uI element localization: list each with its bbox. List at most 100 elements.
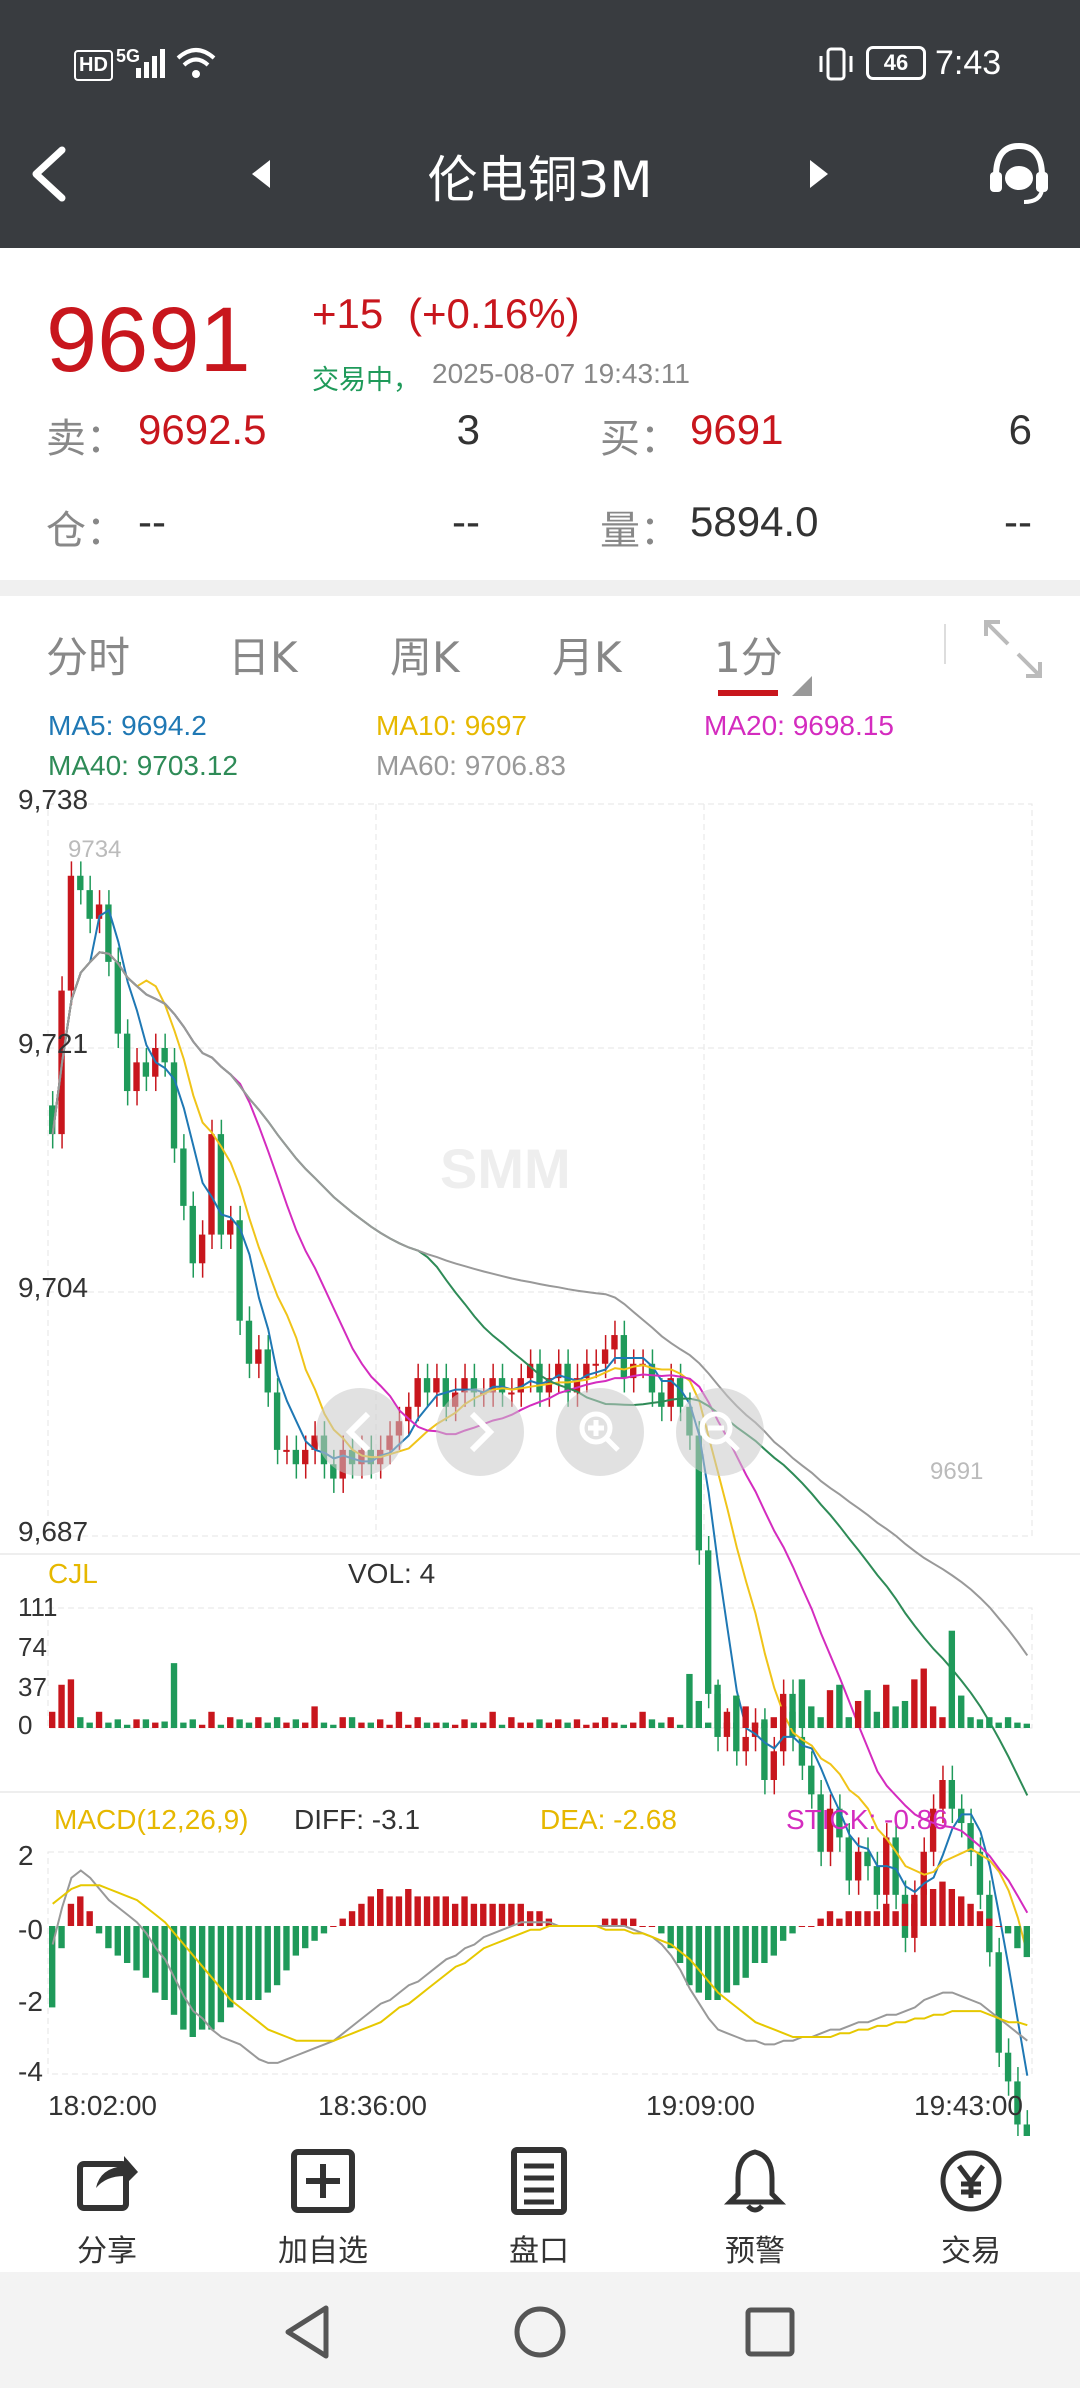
volume-bar xyxy=(751,1722,759,1728)
bell-icon xyxy=(723,2149,787,2213)
tab-weekly-k[interactable]: 周K xyxy=(390,633,460,682)
volume-bar xyxy=(873,1711,881,1728)
tab-daily-k[interactable]: 日K xyxy=(228,633,298,682)
price-axis-3: 9,704 xyxy=(18,1272,89,1303)
next-contract-icon[interactable] xyxy=(806,158,832,190)
macd-stick-bar xyxy=(114,1926,121,1956)
volume-bar xyxy=(236,1719,243,1728)
nav-home-icon[interactable] xyxy=(512,2304,568,2360)
kline-chart[interactable] xyxy=(0,596,1080,2136)
volume-bar xyxy=(526,1722,534,1728)
clock: 7:43 xyxy=(935,44,1002,82)
macd-stick-bar xyxy=(442,1896,449,1926)
candle xyxy=(630,1363,637,1379)
wifi-icon xyxy=(176,48,216,78)
macd-stick-bar xyxy=(49,1926,56,2008)
volume-bar xyxy=(142,1719,150,1728)
macd-stick-bar xyxy=(883,1903,890,1926)
candle xyxy=(405,1406,412,1422)
nav-back-icon[interactable] xyxy=(282,2304,332,2360)
zoom-out-button[interactable] xyxy=(676,1388,764,1476)
macd-stick-bar xyxy=(798,1926,806,1927)
volume-bar xyxy=(67,1679,75,1728)
alert-button[interactable]: 预警 xyxy=(680,2146,830,2270)
macd-stick-bar xyxy=(320,1926,328,1934)
trade-button[interactable]: 交易 xyxy=(896,2146,1046,2270)
candle xyxy=(845,1837,852,1881)
candle xyxy=(1004,2052,1012,2082)
candle xyxy=(611,1335,618,1350)
previous-contract-icon[interactable] xyxy=(248,158,274,190)
volume-bar xyxy=(208,1711,215,1728)
candle xyxy=(498,1378,506,1393)
macd-stick-bar xyxy=(742,1926,749,1978)
volume-bar xyxy=(667,1717,674,1728)
volume-bar xyxy=(227,1717,234,1728)
volume-bar xyxy=(836,1684,843,1728)
macd-stick-bar xyxy=(789,1926,796,1934)
macd-stick-bar xyxy=(676,1926,684,1963)
fullscreen-icon[interactable] xyxy=(980,616,1046,682)
macd-stick-bar xyxy=(395,1896,403,1926)
volume-bar xyxy=(995,1722,1002,1728)
macd-stick-bar xyxy=(142,1926,150,1978)
bid-price: 9691 xyxy=(690,406,784,453)
add-watchlist-button[interactable]: 加自选 xyxy=(248,2146,398,2270)
volume-axis-4: 0 xyxy=(18,1710,33,1740)
candle xyxy=(808,1765,815,1795)
nav-recents-icon[interactable] xyxy=(744,2306,796,2358)
volume-bar xyxy=(77,1717,84,1728)
tab-1min[interactable]: 1分 xyxy=(714,633,783,682)
time-axis-2: 18:36:00 xyxy=(318,2090,427,2121)
scroll-right-button[interactable] xyxy=(436,1388,524,1476)
volume-bar xyxy=(845,1717,852,1728)
volume-bar xyxy=(911,1679,918,1728)
volume-bar xyxy=(386,1724,393,1728)
macd-dea-line xyxy=(52,1884,1028,2042)
order-book-button[interactable]: 盘口 xyxy=(464,2146,614,2270)
macd-stick-bar xyxy=(198,1926,206,2030)
tab-intraday[interactable]: 分时 xyxy=(46,633,131,682)
volume-bar xyxy=(601,1717,609,1728)
macd-stick-bar xyxy=(161,1926,168,2000)
volume-bar xyxy=(302,1722,309,1728)
zoom-in-button[interactable] xyxy=(556,1388,644,1476)
dropdown-triangle-icon[interactable] xyxy=(790,674,814,698)
volume-bar xyxy=(770,1717,777,1728)
candle xyxy=(742,1736,749,1752)
volume-bar xyxy=(695,1700,702,1728)
tab-monthly-k[interactable]: 月K xyxy=(552,633,622,682)
volume-bar xyxy=(58,1684,65,1728)
macd-stick-bar xyxy=(517,1903,524,1926)
macd-stick-bar xyxy=(180,1926,187,2030)
macd-stick-bar xyxy=(986,1918,993,1926)
macd-stick-bar xyxy=(377,1889,384,1926)
macd-stick-bar xyxy=(227,1926,234,2008)
share-button[interactable]: 分享 xyxy=(32,2146,182,2270)
back-icon[interactable] xyxy=(26,144,70,204)
candle xyxy=(592,1363,599,1366)
volume-bar xyxy=(480,1722,487,1728)
volume-bar xyxy=(1014,1722,1021,1728)
candle xyxy=(555,1363,562,1379)
alert-label: 预警 xyxy=(725,2234,785,2269)
macd-stick-bar xyxy=(461,1896,468,1926)
macd-stick-bar xyxy=(911,1903,918,1926)
ma20-line xyxy=(51,951,1029,1914)
macd-stick-bar xyxy=(123,1926,131,1963)
volume-bar xyxy=(273,1717,281,1728)
volume-bar xyxy=(808,1706,815,1728)
ma60-line xyxy=(51,951,1029,1656)
candle xyxy=(892,1837,899,1895)
macd-stick-bar xyxy=(67,1903,75,1926)
volume-bar xyxy=(592,1722,599,1728)
ma20-value: MA20: 9698.15 xyxy=(704,710,894,741)
customer-service-icon[interactable] xyxy=(986,140,1052,206)
macd-stick-bar xyxy=(864,1911,871,1926)
macd-stick-bar xyxy=(236,1926,243,2000)
scroll-left-button[interactable] xyxy=(316,1388,404,1476)
macd-stick-bar xyxy=(386,1896,393,1926)
candle xyxy=(583,1363,590,1379)
ma5-value: MA5: 9694.2 xyxy=(48,710,207,741)
macd-stick-bar xyxy=(714,1926,721,2000)
